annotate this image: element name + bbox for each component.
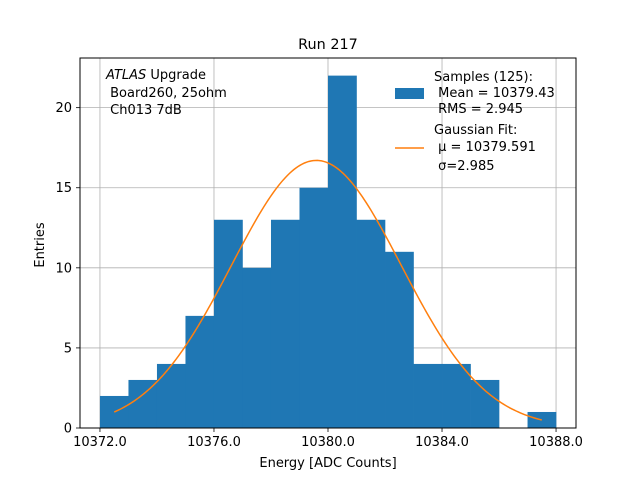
- legend-hist-line-2: Mean = 10379.43: [434, 86, 555, 101]
- svg-text:ATLAS Upgrade: ATLAS Upgrade: [105, 68, 206, 83]
- histogram-bar: [385, 251, 414, 428]
- histogram-bar: [442, 363, 471, 428]
- histogram-bar: [270, 219, 300, 428]
- y-tick-label: 15: [55, 181, 72, 196]
- histogram-bar: [470, 379, 500, 428]
- y-tick-label: 0: [64, 422, 72, 437]
- y-tick-label: 10: [55, 261, 72, 276]
- y-axis-label: Entries: [33, 222, 48, 268]
- histogram-bar: [328, 75, 357, 428]
- fit-curve: [113, 159, 542, 421]
- annotation-board: Board260, 25ohm: [106, 86, 227, 101]
- histogram-bars: [99, 75, 557, 428]
- legend-hist-line-1: Samples (125):: [434, 70, 533, 85]
- histogram-bar: [185, 315, 215, 428]
- legend-fit-line-2: μ = 10379.591: [434, 140, 536, 155]
- x-tick-label: 10384.0: [415, 435, 469, 450]
- y-tick-label: 5: [64, 341, 72, 356]
- y-tick-label: 20: [55, 101, 72, 116]
- x-tick-label: 10376.0: [187, 435, 241, 450]
- chart-title: Run 217: [298, 37, 358, 53]
- x-axis-label: Energy [ADC Counts]: [259, 456, 396, 471]
- x-tick-label: 10388.0: [529, 435, 583, 450]
- legend-fit-line-1: Gaussian Fit:: [434, 123, 517, 138]
- legend-hist-swatch: [395, 88, 424, 99]
- legend-fit-line-3: σ=2.985: [434, 159, 494, 174]
- histogram-bar: [413, 363, 443, 428]
- histogram-bar: [156, 363, 186, 428]
- histogram-bar: [128, 379, 158, 428]
- histogram-bar: [299, 187, 329, 428]
- legend: Samples (125): Mean = 10379.43 RMS = 2.9…: [395, 70, 555, 174]
- histogram-bar: [527, 411, 557, 428]
- axis-ticks: 10372.0 10376.0 10380.0 10384.0 10388.0 0 5 10 1…: [55, 101, 582, 450]
- annotation-channel: Ch013 7dB: [106, 103, 182, 118]
- histogram-bar: [242, 267, 272, 428]
- legend-hist-line-3: RMS = 2.945: [434, 102, 523, 117]
- x-tick-label: 10372.0: [73, 435, 127, 450]
- annotation-upgrade: Upgrade: [146, 68, 206, 83]
- annotation-atlas: ATLAS: [105, 68, 146, 83]
- annotation-text: ATLAS Upgrade Board260, 25ohm Ch013 7dB: [105, 68, 227, 118]
- x-tick-label: 10380.0: [301, 435, 355, 450]
- histogram-bar: [356, 219, 386, 428]
- gaussian-fit: [113, 159, 542, 421]
